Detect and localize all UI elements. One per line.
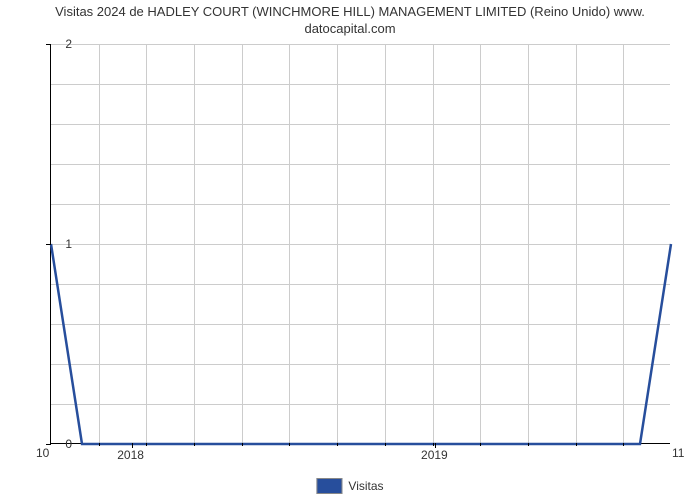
corner-right-label: 11 xyxy=(672,446,684,460)
chart-title: Visitas 2024 de HADLEY COURT (WINCHMORE … xyxy=(0,0,700,38)
corner-left-label: 10 xyxy=(36,446,49,460)
x-tick-minor xyxy=(194,443,195,446)
y-tick xyxy=(46,444,51,445)
x-tick-minor xyxy=(337,443,338,446)
y-tick xyxy=(46,44,51,45)
x-tick-minor xyxy=(146,443,147,446)
y-tick xyxy=(46,244,51,245)
line-series xyxy=(51,44,671,444)
legend: Visitas xyxy=(316,478,383,494)
x-tick-minor xyxy=(289,443,290,446)
legend-swatch xyxy=(316,478,342,494)
chart-container xyxy=(50,44,670,444)
plot-area xyxy=(50,44,670,444)
title-line1: Visitas 2024 de HADLEY COURT (WINCHMORE … xyxy=(55,4,645,19)
title-line2: datocapital.com xyxy=(304,21,395,36)
x-tick-minor xyxy=(433,443,434,446)
x-tick-minor xyxy=(480,443,481,446)
legend-label: Visitas xyxy=(348,479,383,493)
y-tick-label: 2 xyxy=(65,37,72,51)
x-tick-label: 2019 xyxy=(421,448,448,462)
x-tick-label: 2018 xyxy=(117,448,144,462)
x-tick-minor xyxy=(385,443,386,446)
y-tick-label: 1 xyxy=(65,237,72,251)
y-tick-label: 0 xyxy=(65,437,72,451)
x-tick-minor xyxy=(623,443,624,446)
x-tick-minor xyxy=(242,443,243,446)
x-tick-minor xyxy=(576,443,577,446)
x-tick-minor xyxy=(528,443,529,446)
x-tick-minor xyxy=(99,443,100,446)
